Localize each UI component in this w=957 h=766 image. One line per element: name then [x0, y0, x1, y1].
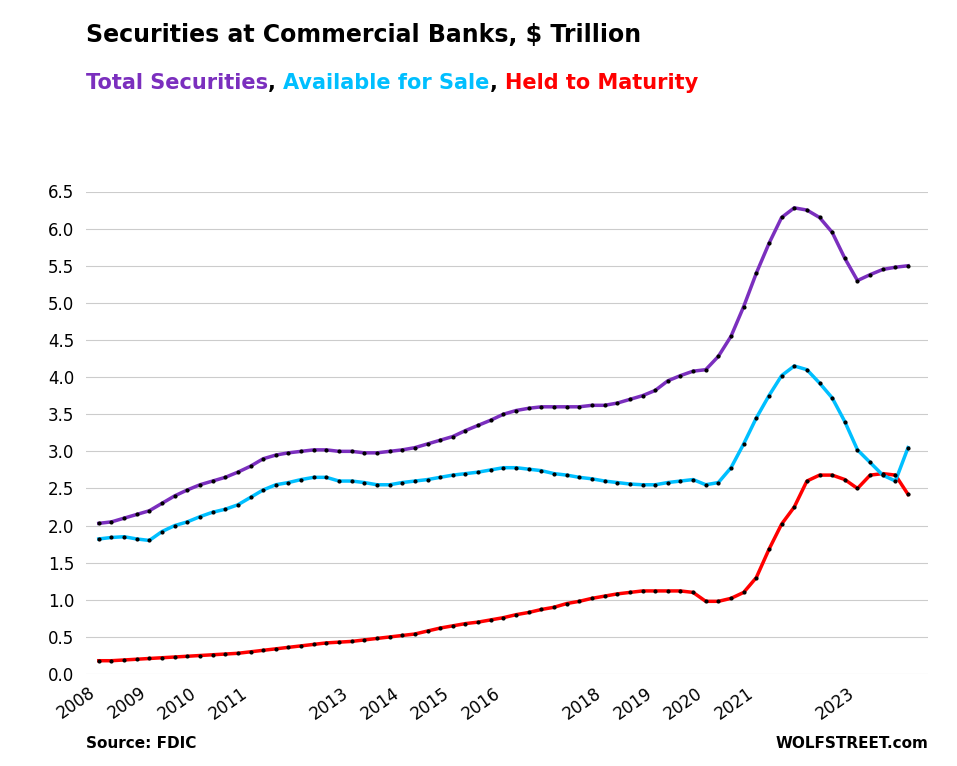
- Text: Securities at Commercial Banks, $ Trillion: Securities at Commercial Banks, $ Trilli…: [86, 23, 641, 47]
- Text: Available for Sale: Available for Sale: [283, 73, 490, 93]
- Text: Held to Maturity: Held to Maturity: [505, 73, 698, 93]
- Text: ,: ,: [490, 73, 505, 93]
- Text: ,: ,: [268, 73, 283, 93]
- Text: WOLFSTREET.com: WOLFSTREET.com: [775, 735, 928, 751]
- Text: Total Securities: Total Securities: [86, 73, 268, 93]
- Text: Source: FDIC: Source: FDIC: [86, 735, 196, 751]
